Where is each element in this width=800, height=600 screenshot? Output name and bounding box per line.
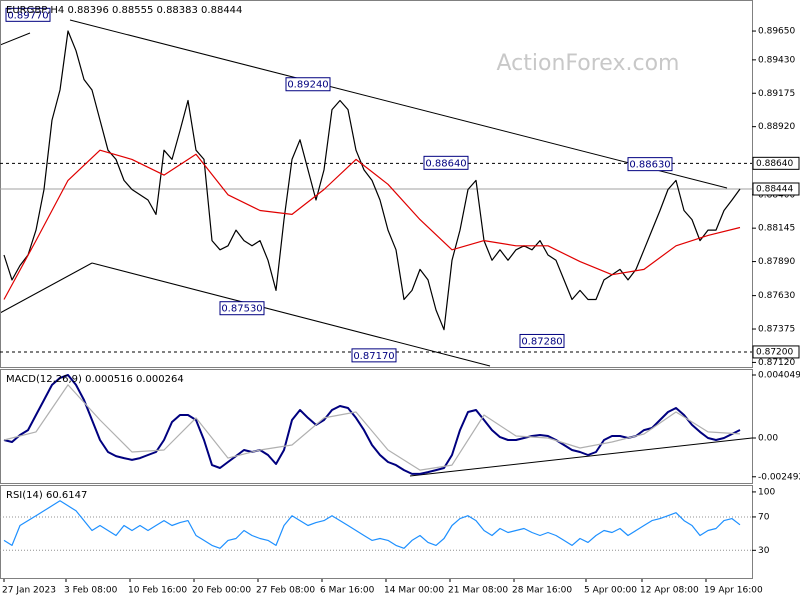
annotation-label: 0.89240 — [287, 80, 328, 91]
level-label-box — [752, 345, 800, 359]
x-tick-label: 10 Feb 16:00 — [128, 586, 187, 596]
x-tick-label: 27 Feb 08:00 — [256, 586, 315, 596]
trend-line — [0, 32, 31, 46]
y-tick-label: 100 — [758, 487, 775, 497]
annotation-box — [219, 301, 265, 316]
series-line — [3, 374, 741, 475]
x-tick-label: 3 Feb 08:00 — [64, 586, 118, 596]
x-tick-label: 19 Apr 16:00 — [704, 586, 763, 596]
y-tick-label: 0.89175 — [758, 89, 795, 99]
y-tick-label: 30 — [758, 546, 770, 556]
panel-frame — [0, 485, 753, 579]
x-tick-label: 12 Apr 08:00 — [640, 586, 699, 596]
trend-line — [69, 19, 728, 189]
panel-frame — [0, 369, 753, 484]
panel-title: MACD(12,26,9) 0.000516 0.000264 — [6, 374, 184, 385]
level-label: 0.87200 — [756, 347, 793, 357]
watermark: ActionForex.com — [497, 51, 680, 76]
y-tick-label: 0.87120 — [758, 358, 795, 368]
series-line — [3, 30, 741, 331]
trend-line — [91, 262, 491, 367]
y-tick-label: 0.00 — [758, 434, 778, 444]
y-tick-label: 0.87630 — [758, 291, 795, 301]
annotation-box — [519, 333, 565, 348]
panel-title: EURGBP,H4 0.88396 0.88555 0.88383 0.8844… — [6, 5, 242, 16]
y-tick-label: 0.89430 — [758, 55, 795, 65]
level-label: 0.88444 — [756, 185, 793, 195]
y-tick-label: 0.88145 — [758, 224, 795, 234]
annotation-box — [351, 348, 397, 363]
annotation-label: 0.87280 — [521, 336, 562, 347]
x-tick-label: 6 Mar 16:00 — [320, 586, 375, 596]
level-label-box — [752, 182, 800, 196]
series-line — [3, 384, 741, 471]
panel-title: RSI(14) 60.6147 — [6, 490, 87, 501]
y-tick-label: 0.88920 — [758, 122, 795, 132]
y-tick-label: 70 — [758, 512, 770, 522]
y-tick-label: 0.87890 — [758, 257, 795, 267]
y-tick-label: 0.004049 — [758, 371, 800, 381]
annotation-box — [423, 155, 469, 170]
x-tick-label: 28 Mar 16:00 — [512, 586, 572, 596]
annotation-label: 0.88630 — [629, 160, 670, 171]
x-tick-label: 27 Jan 2023 — [2, 586, 56, 596]
annotation-label: 0.87170 — [353, 351, 394, 362]
level-label-box — [752, 156, 800, 170]
trend-line — [0, 262, 93, 314]
level-label: 0.88640 — [756, 159, 793, 169]
annotation-label: 0.87530 — [221, 304, 262, 315]
x-tick-label: 20 Feb 00:00 — [192, 586, 251, 596]
annotation-box — [285, 77, 331, 92]
trend-line — [409, 437, 753, 477]
series-line — [3, 149, 741, 300]
x-tick-label: 14 Mar 00:00 — [384, 586, 444, 596]
x-tick-label: 21 Mar 08:00 — [448, 586, 508, 596]
annotation-label: 0.89770 — [7, 10, 48, 21]
annotation-box — [5, 7, 51, 22]
annotation-box — [627, 157, 673, 172]
annotation-label: 0.88640 — [425, 158, 466, 169]
x-tick-label: 5 Apr 00:00 — [584, 586, 637, 596]
y-tick-label: 0.89650 — [758, 27, 795, 37]
y-tick-label: -0.002492 — [758, 472, 800, 482]
y-tick-label: 0.87375 — [758, 325, 795, 335]
series-line — [3, 500, 741, 549]
